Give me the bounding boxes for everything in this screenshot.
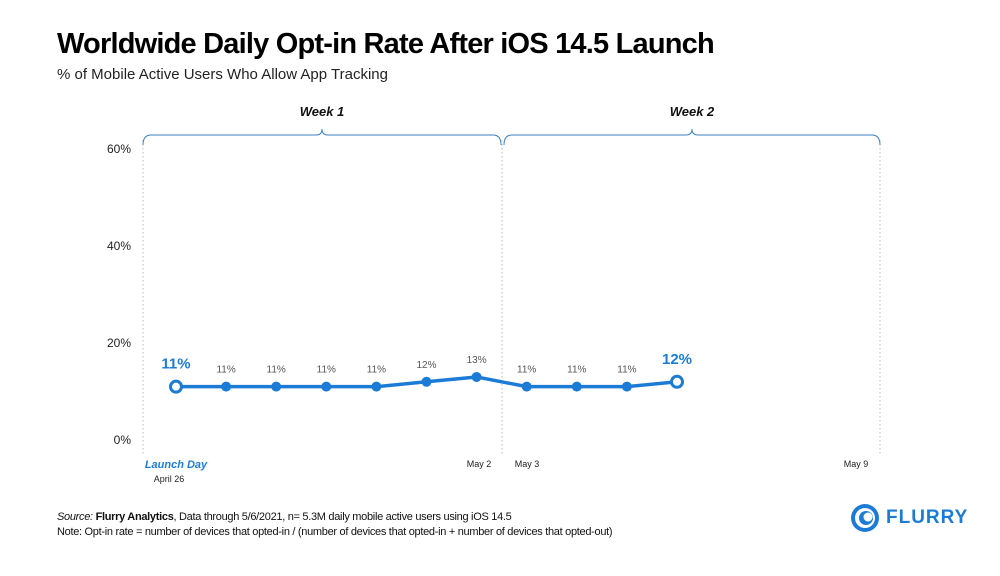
- logo-text: FLURRY: [886, 507, 969, 528]
- data-point: [221, 381, 232, 392]
- data-label: 12%: [662, 351, 692, 368]
- chart-title: Worldwide Daily Opt-in Rate After iOS 14…: [57, 28, 715, 60]
- x-tick-sublabel: April 26: [154, 474, 185, 484]
- data-point: [521, 381, 532, 392]
- data-label: 11%: [161, 356, 190, 373]
- data-point-highlight: [169, 379, 183, 394]
- data-label: 13%: [467, 355, 487, 366]
- data-label: 12%: [416, 360, 436, 371]
- data-point: [421, 376, 432, 387]
- data-point: [621, 381, 632, 392]
- week-label: Week 1: [300, 104, 345, 119]
- x-tick-label: May 3: [515, 459, 540, 469]
- note-line: Note: Opt-in rate = number of devices th…: [57, 526, 613, 538]
- y-tick-label: 20%: [107, 336, 131, 350]
- data-label: 11%: [367, 365, 386, 376]
- data-label: 11%: [216, 365, 235, 376]
- x-tick-label: May 2: [467, 459, 492, 469]
- flurry-logo: FLURRY: [850, 503, 968, 533]
- data-label: 11%: [317, 365, 336, 376]
- week-brace: [142, 128, 502, 146]
- footer: Source: Flurry Analytics, Data through 5…: [57, 510, 613, 540]
- x-tick-label: May 9: [844, 459, 869, 469]
- data-label: 11%: [567, 365, 586, 376]
- data-point: [471, 371, 482, 382]
- y-tick-label: 0%: [114, 433, 132, 447]
- data-label: 11%: [267, 365, 286, 376]
- data-label: 11%: [617, 365, 636, 376]
- source-line: Source: Flurry Analytics, Data through 5…: [57, 511, 512, 523]
- week-brace: [503, 128, 881, 146]
- data-point: [571, 381, 582, 392]
- data-point: [321, 381, 332, 392]
- data-label: 11%: [517, 365, 536, 376]
- x-tick-label: Launch Day: [145, 459, 208, 471]
- data-point: [371, 381, 382, 392]
- flurry-logo-icon: [851, 504, 879, 532]
- data-point-highlight: [670, 374, 684, 389]
- chart-subtitle: % of Mobile Active Users Who Allow App T…: [57, 66, 388, 83]
- y-tick-label: 60%: [107, 142, 131, 156]
- y-tick-label: 40%: [107, 239, 131, 253]
- data-point: [271, 381, 282, 392]
- week-label: Week 2: [670, 104, 715, 119]
